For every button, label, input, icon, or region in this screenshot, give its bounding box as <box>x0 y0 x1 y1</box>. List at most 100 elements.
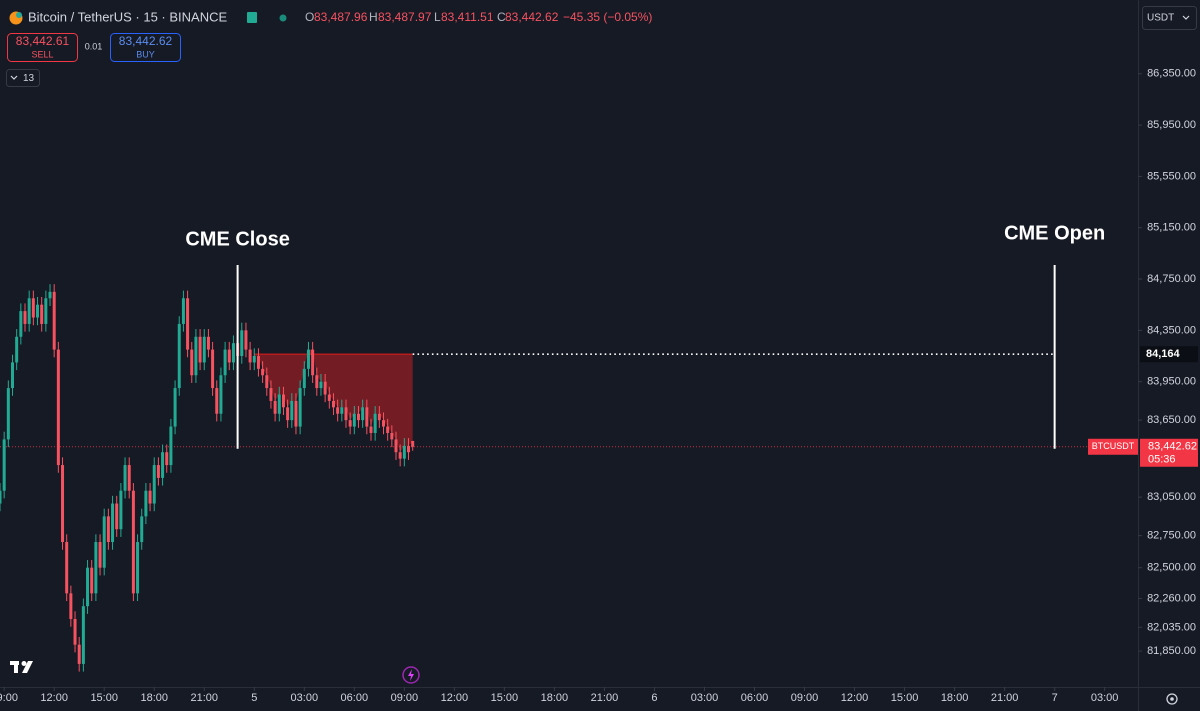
candle-body <box>248 349 252 363</box>
x-tick-label: 5 <box>251 692 257 704</box>
symbol-logo-badge <box>16 12 22 18</box>
spread: 0.01 <box>85 41 103 51</box>
candle-body <box>15 336 19 363</box>
annotation-text: CME Open <box>1004 222 1105 244</box>
candle-body <box>298 388 302 427</box>
x-tick-label: 06:00 <box>741 692 769 704</box>
x-tick-label: 18:00 <box>941 692 969 704</box>
candle-body <box>202 336 206 363</box>
candle-body <box>411 440 415 447</box>
candle-body <box>356 413 360 421</box>
y-tick-label: 85,550.00 <box>1147 170 1196 182</box>
x-tick-label: 15:00 <box>90 692 118 704</box>
candle-body <box>344 407 348 421</box>
symbol-title[interactable]: Bitcoin / TetherUS · 15 · BINANCE <box>28 9 227 24</box>
x-tick-label: 06:00 <box>341 692 369 704</box>
candle-body <box>186 298 190 350</box>
candle-body <box>198 336 202 363</box>
sell-label: SELL <box>31 49 53 59</box>
candle-body <box>31 298 35 318</box>
symbol-tag <box>1088 438 1138 455</box>
candle-body <box>61 465 65 543</box>
candle-body <box>144 490 148 517</box>
indicators-count: 13 <box>23 73 35 84</box>
y-tick-label: 82,500.00 <box>1147 562 1196 574</box>
candle-body <box>140 516 144 543</box>
x-tick-label: 03:00 <box>691 692 719 704</box>
x-tick-label: 03:00 <box>291 692 319 704</box>
candle-body <box>81 606 85 664</box>
candle-body <box>398 452 402 459</box>
candle-body <box>361 407 365 421</box>
sell-button[interactable] <box>7 33 78 62</box>
candle-body <box>306 349 310 369</box>
candle-body <box>336 407 340 414</box>
x-tick-label: 18:00 <box>541 692 569 704</box>
axes: 86,350.00 85,950.00 85,550.00 85,150.00 84,7… <box>0 68 1198 704</box>
candle-body <box>86 567 90 607</box>
y-tick-label: 86,350.00 <box>1147 68 1196 80</box>
candle-body <box>169 426 173 466</box>
candle-body <box>252 356 256 363</box>
settings-button[interactable] <box>1166 693 1178 705</box>
candle-body <box>136 542 140 594</box>
x-tick-label: 09:00 <box>791 692 819 704</box>
logo-part <box>14 661 18 673</box>
candle-body <box>0 490 2 504</box>
y-tick-label: 82,035.00 <box>1147 621 1196 633</box>
y-tick-label: 81,850.00 <box>1147 645 1196 657</box>
gap-price-label: 84,164 <box>1146 348 1181 360</box>
candle-body <box>2 439 6 491</box>
candle-body <box>290 400 294 421</box>
x-tick-label: 12:00 <box>40 692 68 704</box>
candle-body <box>65 542 69 594</box>
currency-dropdown[interactable] <box>1142 6 1197 30</box>
candle-body <box>44 298 48 324</box>
candle-body <box>240 330 244 357</box>
candle-body <box>181 298 185 324</box>
candle-body <box>11 362 15 389</box>
tradingview-logo[interactable] <box>10 661 33 673</box>
candle-body <box>265 375 269 389</box>
candle-body <box>173 388 177 427</box>
candle-body <box>386 426 390 433</box>
candle-body <box>331 400 335 408</box>
candle-body <box>319 381 323 389</box>
candle-body <box>227 349 231 363</box>
candle-body <box>219 375 223 414</box>
candle-body <box>69 593 73 620</box>
y-tick-label: 83,950.00 <box>1147 376 1196 388</box>
ohlc-low: 83,411.51 <box>441 10 494 24</box>
candle-body <box>327 394 331 401</box>
candle-body <box>6 388 10 440</box>
ohlc-low-label: L <box>434 10 441 24</box>
lightning-icon <box>408 669 414 681</box>
candle-body <box>36 304 40 318</box>
candle-body <box>52 291 56 350</box>
lightning-button[interactable] <box>402 666 420 684</box>
y-tick-label: 84,350.00 <box>1147 324 1196 336</box>
x-tick-label: 18:00 <box>140 692 168 704</box>
time-axis-panel <box>0 687 1138 711</box>
buy-price: 83,442.62 <box>119 34 173 48</box>
dropdown-chevron <box>1182 15 1190 20</box>
candle-body <box>111 503 115 543</box>
candle-body <box>315 375 319 389</box>
x-tick-label: 21:00 <box>591 692 619 704</box>
status-dot <box>279 14 287 22</box>
buy-button[interactable] <box>110 33 181 62</box>
indicators-toggle[interactable] <box>6 69 40 87</box>
y-tick-label: 82,750.00 <box>1147 530 1196 542</box>
candle-body <box>256 356 260 369</box>
candle-body <box>348 420 352 427</box>
flag-icon[interactable] <box>247 12 257 23</box>
candle-body <box>261 368 265 376</box>
last-price-label: 83,442.62 <box>1148 441 1197 453</box>
candle-body <box>98 542 102 568</box>
candle-body <box>352 413 356 427</box>
buy-label: BUY <box>136 49 155 59</box>
x-tick-label: 15:00 <box>891 692 919 704</box>
candle-body <box>281 394 285 408</box>
